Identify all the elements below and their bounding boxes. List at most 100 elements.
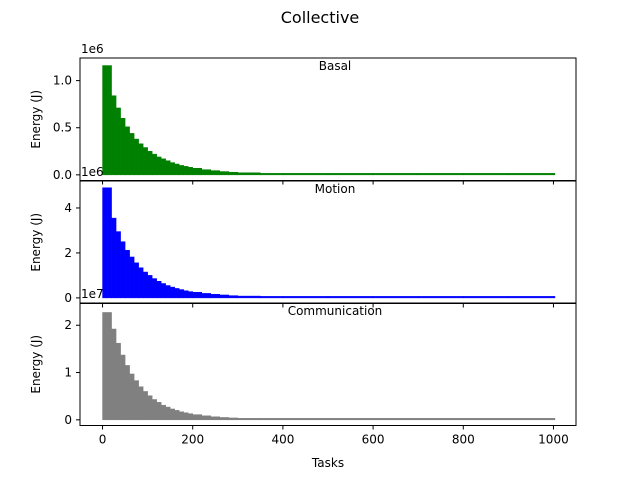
x-tick-label: 0	[99, 433, 107, 447]
bar	[178, 165, 184, 176]
bar	[133, 138, 139, 176]
x-tick-label: 1000	[538, 433, 569, 447]
y-tick-label: 1	[64, 366, 72, 380]
y-tick-label: 2	[64, 318, 72, 332]
bar	[327, 418, 374, 421]
y-offset-label: 1e6	[81, 165, 104, 179]
bar	[133, 262, 139, 299]
bar	[133, 380, 139, 421]
y-axis-label: Energy (J)	[29, 90, 43, 149]
bar	[228, 171, 239, 176]
bar	[142, 147, 148, 176]
bar	[129, 256, 135, 299]
bar	[508, 418, 554, 421]
bar	[111, 328, 117, 421]
bar	[210, 294, 221, 299]
bar	[210, 170, 221, 176]
bar	[463, 296, 509, 299]
y-tick-label: 2	[64, 246, 72, 260]
bar	[260, 296, 284, 299]
bar	[228, 417, 239, 421]
bar	[115, 342, 121, 421]
x-tick-label: 600	[362, 433, 385, 447]
bar	[147, 151, 153, 176]
bar	[169, 286, 175, 299]
y-tick-label: 0.5	[53, 121, 72, 135]
bar	[219, 417, 230, 421]
bar	[210, 416, 221, 421]
y-tick-label: 1.0	[53, 74, 72, 88]
x-tick-label: 800	[452, 433, 475, 447]
y-axis-label: Energy (J)	[29, 335, 43, 394]
x-tick-label: 400	[271, 433, 294, 447]
bar	[165, 406, 171, 421]
bar	[129, 133, 135, 176]
bar	[417, 296, 464, 299]
bar	[156, 402, 162, 421]
bar	[463, 418, 509, 421]
panel-title: Motion	[315, 182, 356, 196]
x-axis-label: Tasks	[311, 456, 344, 470]
axes-frame	[79, 302, 577, 426]
bar	[187, 291, 193, 299]
bar	[138, 143, 144, 176]
bar	[160, 283, 166, 299]
bar	[142, 391, 148, 421]
bar	[178, 411, 184, 421]
bar	[260, 173, 284, 176]
bar	[553, 173, 556, 176]
bar	[151, 278, 157, 299]
bar	[111, 95, 117, 176]
subplot-stack: 0.0 0.5 1.0 1e6 Basal Energy (J) 0 2 4 1e6 Motion E…	[29, 42, 577, 447]
bar	[138, 386, 144, 421]
bar	[508, 296, 554, 299]
bar	[138, 267, 144, 299]
bar	[201, 293, 212, 299]
bar	[201, 169, 212, 176]
panel-title: Basal	[319, 59, 352, 73]
x-tick-label: 200	[181, 433, 204, 447]
bar	[260, 418, 284, 421]
bar	[237, 172, 261, 176]
y-tick-label: 0	[64, 291, 72, 305]
bar	[174, 410, 180, 421]
bar	[174, 163, 180, 176]
bar	[192, 292, 202, 299]
bar	[183, 412, 189, 421]
bar	[178, 289, 184, 299]
bar	[327, 173, 374, 176]
bar	[142, 271, 148, 299]
bar	[372, 296, 419, 299]
bar	[147, 395, 153, 421]
y-tick-label: 0.0	[53, 168, 72, 182]
bar	[183, 290, 189, 299]
bar	[106, 187, 112, 299]
bar	[156, 156, 162, 176]
bar	[102, 187, 108, 299]
figure-title: Collective	[281, 8, 360, 27]
bar	[120, 354, 126, 421]
bar	[219, 171, 230, 176]
bar	[124, 249, 130, 299]
bar	[124, 126, 130, 176]
bar	[282, 418, 329, 421]
bar	[147, 275, 153, 299]
bar	[106, 312, 112, 421]
bar	[165, 285, 171, 299]
bar	[187, 167, 193, 176]
bar	[237, 295, 261, 299]
bar	[115, 107, 121, 176]
bar	[169, 162, 175, 176]
bar	[169, 408, 175, 421]
bar	[120, 118, 126, 176]
bar	[160, 158, 166, 176]
bar	[183, 166, 189, 176]
y-offset-label: 1e6	[81, 42, 104, 56]
bar	[124, 365, 130, 421]
bar	[417, 418, 464, 421]
bar	[463, 173, 509, 176]
bar	[151, 153, 157, 176]
subplot-communication: 0 1 2 1e7 Communication Energy (J)	[29, 287, 577, 430]
bar	[120, 241, 126, 299]
